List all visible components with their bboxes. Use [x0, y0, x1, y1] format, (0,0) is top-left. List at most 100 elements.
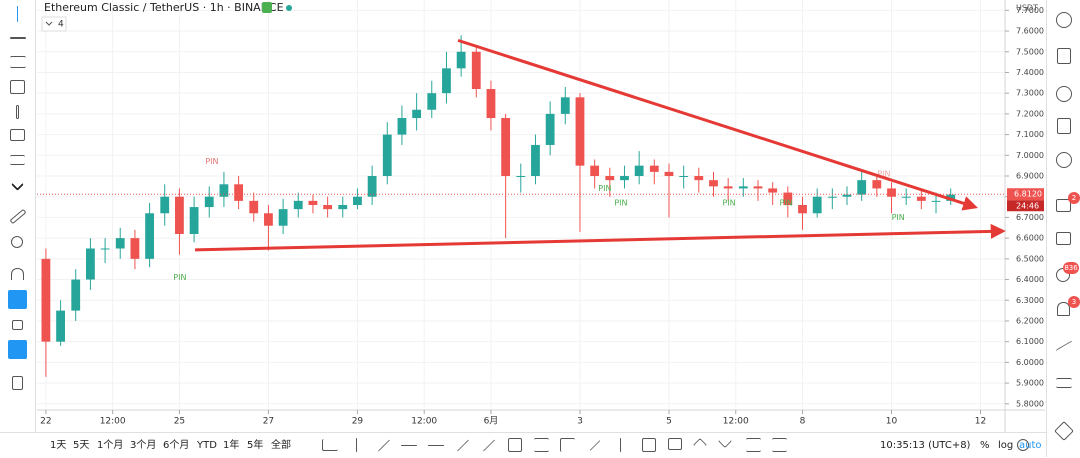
scale-button[interactable]: auto	[1019, 440, 1042, 451]
fib-tool[interactable]	[10, 56, 26, 68]
hide-tool[interactable]	[8, 340, 27, 359]
scale-button[interactable]: %	[980, 440, 990, 451]
clock-icon[interactable]	[1056, 86, 1072, 102]
chat-icon[interactable]	[1056, 199, 1071, 212]
candle-body	[916, 196, 926, 201]
settings-icon[interactable]	[1017, 439, 1029, 451]
y-tick-label: 6.0000	[1016, 358, 1044, 367]
draw-icon[interactable]	[620, 438, 621, 452]
timeframe-button[interactable]: YTD	[197, 440, 217, 451]
pin-label: PIN	[722, 198, 735, 207]
candle-body	[115, 238, 125, 249]
indicator-toggle[interactable]	[41, 16, 67, 32]
y-tick-label: 6.1000	[1016, 337, 1044, 346]
badge: 836	[1063, 262, 1079, 274]
trash-tool[interactable]	[12, 376, 23, 390]
messages-icon[interactable]	[1056, 232, 1071, 245]
candle-body	[367, 176, 377, 197]
candle-body	[100, 248, 110, 250]
x-tick-label: 12:00	[100, 417, 126, 427]
scale-button[interactable]: log	[998, 440, 1014, 451]
timeframe-button[interactable]: 5天	[73, 440, 90, 451]
shape-tool[interactable]	[10, 80, 25, 94]
candle-body	[293, 200, 303, 210]
draw-icon[interactable]	[642, 438, 656, 452]
draw-icon[interactable]	[668, 438, 682, 450]
notifications-icon[interactable]	[1057, 302, 1070, 316]
candle-body	[827, 196, 837, 198]
draw-icon[interactable]	[508, 438, 522, 452]
timeframe-button[interactable]: 1天	[50, 440, 67, 451]
data-icon[interactable]	[1056, 378, 1072, 388]
draw-icon[interactable]	[589, 440, 601, 451]
candle-body	[901, 196, 911, 198]
magnet-tool[interactable]	[11, 268, 24, 280]
lock-tool[interactable]	[12, 320, 23, 330]
text-tool[interactable]	[16, 105, 19, 119]
x-tick-label: 27	[263, 417, 274, 427]
draw-icon[interactable]	[560, 438, 575, 452]
ruler-tool[interactable]	[9, 208, 27, 225]
draw-icon[interactable]	[322, 439, 338, 451]
y-tick-label: 5.8000	[1016, 399, 1044, 408]
candle-body	[887, 188, 896, 197]
draw-icon[interactable]	[692, 437, 708, 453]
left-toolbar	[0, 0, 36, 432]
pin-label: PIN	[877, 169, 890, 178]
y-tick-label: 6.6000	[1016, 234, 1044, 243]
zoom-tool[interactable]	[11, 236, 23, 248]
y-tick-label: 7.2000	[1016, 109, 1044, 118]
trade-icon[interactable]	[1056, 340, 1072, 358]
draw-icon[interactable]	[717, 433, 733, 449]
timeframe-button[interactable]: 5年	[247, 440, 264, 451]
draw-icon[interactable]	[534, 438, 549, 452]
candle-body	[86, 248, 95, 280]
trend-line	[194, 223, 1006, 252]
prediction-tool[interactable]	[10, 155, 25, 165]
draw-icon[interactable]	[377, 439, 391, 452]
right-toolbar: 2 836 3	[1046, 0, 1080, 457]
candle-body	[56, 310, 65, 342]
timeframe-button[interactable]: 1年	[223, 440, 240, 451]
line-tool[interactable]	[10, 37, 26, 39]
clock: 10:35:13 (UTC+8)	[880, 440, 971, 451]
x-tick-label: 25	[174, 417, 185, 427]
candle-body	[427, 93, 437, 110]
timeframe-button[interactable]: 全部	[271, 440, 291, 451]
ideas-icon[interactable]	[1056, 152, 1072, 168]
calendar-icon[interactable]	[1057, 118, 1071, 134]
timeframe-button[interactable]: 6个月	[163, 440, 190, 451]
draw-icon[interactable]	[456, 439, 470, 452]
draw-icon[interactable]	[428, 445, 444, 446]
candle-body	[575, 97, 585, 166]
draw-icon[interactable]	[401, 445, 417, 446]
draw-icon[interactable]	[772, 438, 787, 452]
y-tick-label: 5.9000	[1016, 379, 1044, 388]
alarm-icon[interactable]	[1056, 12, 1072, 28]
candle-body	[620, 176, 629, 181]
candle-body	[264, 213, 273, 226]
layers-icon[interactable]	[1054, 421, 1074, 441]
y-tick-label: 7.4000	[1016, 68, 1044, 77]
x-tick-label: 6月	[484, 416, 499, 427]
x-tick-label: 8	[800, 417, 806, 427]
x-tick-label: 3	[577, 417, 583, 427]
pattern-tool[interactable]	[10, 129, 25, 141]
crosshair-tool[interactable]	[17, 6, 18, 22]
draw-icon[interactable]	[356, 438, 357, 452]
candle-body	[605, 176, 615, 181]
draw-mode-tool[interactable]	[8, 290, 27, 309]
draw-icon[interactable]	[482, 439, 496, 452]
draw-icon[interactable]	[746, 438, 761, 452]
candle-body	[130, 238, 140, 259]
candle-body	[857, 180, 867, 195]
timeframe-button[interactable]: 3个月	[130, 440, 157, 451]
price-unit: USDT	[1016, 4, 1038, 13]
watchlist-icon[interactable]	[1057, 48, 1071, 64]
more-arrow[interactable]	[11, 178, 24, 191]
candle-body	[160, 196, 170, 214]
timeframe-button[interactable]: 1个月	[97, 440, 124, 451]
candle-body	[634, 165, 644, 177]
candle-body	[456, 51, 466, 69]
